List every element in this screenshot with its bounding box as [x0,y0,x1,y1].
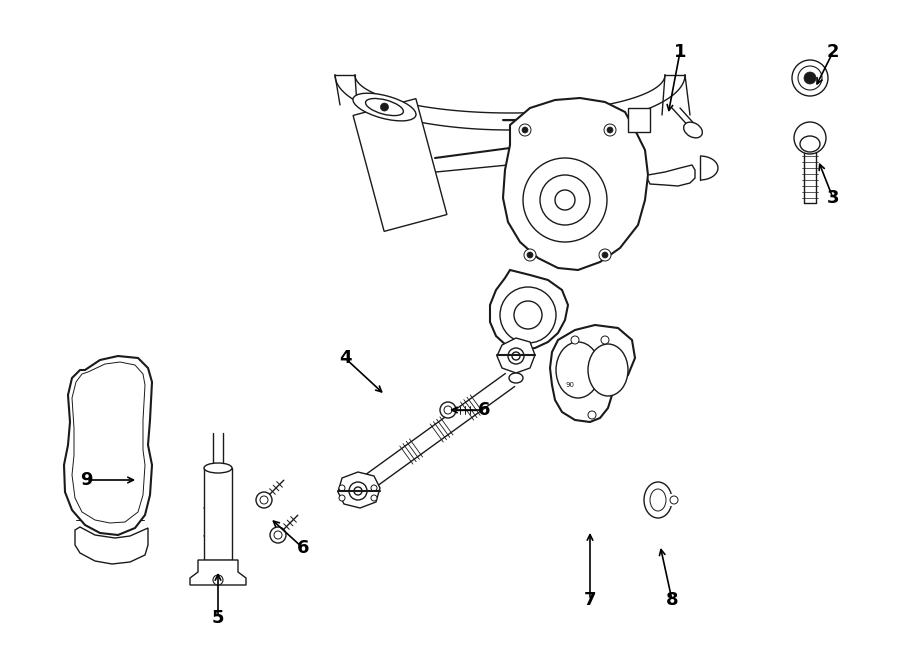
Ellipse shape [588,344,628,396]
Circle shape [381,103,389,111]
Circle shape [601,336,609,344]
Polygon shape [75,527,148,564]
Polygon shape [648,165,695,186]
Polygon shape [490,270,568,350]
Circle shape [523,158,607,242]
Circle shape [607,127,613,133]
Circle shape [670,496,678,504]
Text: 1: 1 [674,43,686,61]
Circle shape [339,495,345,501]
Text: 90: 90 [565,382,574,388]
Circle shape [508,348,524,364]
Circle shape [256,492,272,508]
Circle shape [527,252,533,258]
Circle shape [514,301,542,329]
Text: 2: 2 [827,43,839,61]
Circle shape [571,336,579,344]
Circle shape [602,252,608,258]
Circle shape [522,127,528,133]
Ellipse shape [792,60,828,96]
Circle shape [555,190,575,210]
Ellipse shape [644,482,672,518]
Circle shape [274,531,282,539]
Circle shape [524,249,536,261]
Circle shape [500,287,556,343]
Polygon shape [353,98,447,231]
Circle shape [540,175,590,225]
Ellipse shape [684,122,702,138]
Ellipse shape [204,463,232,473]
Circle shape [512,352,520,360]
Circle shape [354,487,362,495]
Polygon shape [628,108,650,132]
Circle shape [349,482,367,500]
Text: 9: 9 [80,471,92,489]
Polygon shape [550,325,635,422]
Polygon shape [190,560,246,585]
Ellipse shape [794,122,826,154]
Ellipse shape [798,66,822,90]
Circle shape [260,496,268,504]
Polygon shape [503,98,648,270]
Ellipse shape [353,93,416,121]
Text: 6: 6 [478,401,491,419]
Ellipse shape [800,136,820,152]
Polygon shape [204,468,232,560]
Circle shape [371,485,377,491]
Circle shape [599,249,611,261]
Circle shape [213,575,223,585]
Text: 4: 4 [338,349,351,367]
Text: 6: 6 [297,539,310,557]
Circle shape [519,124,531,136]
Polygon shape [497,338,535,373]
Ellipse shape [509,373,523,383]
Ellipse shape [650,489,666,511]
Ellipse shape [365,98,403,116]
Polygon shape [668,494,680,506]
Polygon shape [338,472,380,508]
Circle shape [371,495,377,501]
Circle shape [588,411,596,419]
Circle shape [604,124,616,136]
Ellipse shape [556,342,600,398]
Text: 3: 3 [827,189,839,207]
Ellipse shape [804,72,816,84]
Polygon shape [64,356,152,535]
Text: 7: 7 [584,591,596,609]
Circle shape [444,406,452,414]
Circle shape [270,527,286,543]
Text: 8: 8 [666,591,679,609]
Text: 5: 5 [212,609,224,627]
Circle shape [339,485,345,491]
Circle shape [440,402,456,418]
